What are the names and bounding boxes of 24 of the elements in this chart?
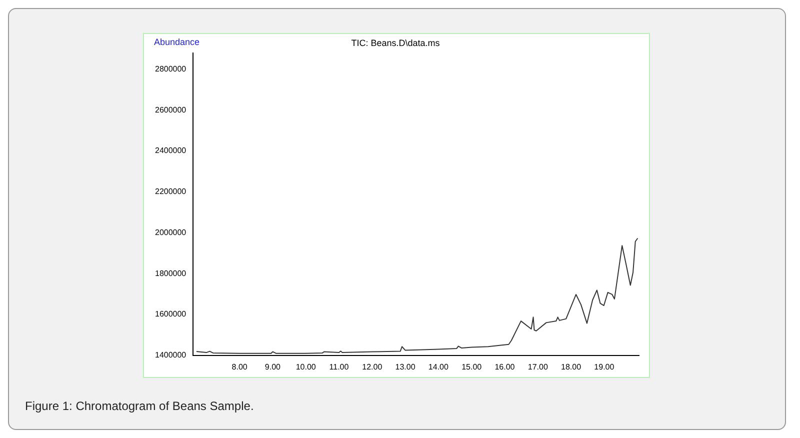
y-tick-label: 2200000 <box>154 187 187 196</box>
x-tick-label: 13.00 <box>395 362 416 372</box>
x-tick-label: 15.00 <box>462 362 482 372</box>
x-tick-label: 10.00 <box>296 362 316 372</box>
y-tick-label: 2800000 <box>154 64 187 74</box>
y-tick-label: 1600000 <box>154 310 187 319</box>
x-tick-label: 8.00 <box>232 362 248 372</box>
plot-frame: TIC: Beans.D\data.ms 8.00 9.00 10.00 11.00 12.00 13.00 14.00 15.00 16.00 17.00 18.00 19.00 1400000 1600000 1800000 2000000 2200000 2400000 2600000 2800000 Abundance <box>143 33 650 378</box>
x-tick-label: 19.00 <box>594 362 615 372</box>
y-tick-label: 1800000 <box>154 268 187 278</box>
caption: Figure 1: Chromatogram of Beans Sample. <box>25 399 254 413</box>
x-tick-label: 11.00 <box>329 362 350 372</box>
x-tick-label: 18.00 <box>561 362 582 372</box>
chart-title: TIC: Beans.D\data.ms <box>351 38 440 48</box>
x-tick-label: 14.00 <box>428 362 450 372</box>
x-tick-label: 17.00 <box>528 362 548 372</box>
y-tick-label: 2000000 <box>154 228 187 237</box>
y-tick-label: 2400000 <box>154 146 187 156</box>
x-tick-label: 12.00 <box>362 362 383 372</box>
y-axis-title: Abundance <box>154 36 200 47</box>
x-tick-label: 9.00 <box>264 362 282 372</box>
x-tick-label: 16.00 <box>494 362 516 372</box>
y-tick-label: 1400000 <box>154 350 187 360</box>
y-tick-label: 2600000 <box>154 105 187 114</box>
